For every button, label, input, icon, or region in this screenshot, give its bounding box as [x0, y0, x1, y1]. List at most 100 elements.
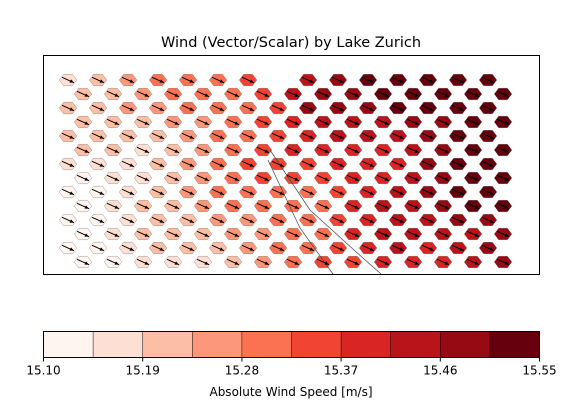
wind-arrow — [496, 202, 510, 210]
wind-arrow — [406, 202, 420, 210]
wind-arrow — [166, 118, 180, 126]
colorbar-label: Absolute Wind Speed [m/s] — [209, 385, 372, 399]
wind-arrow — [76, 230, 90, 238]
wind-arrow — [241, 244, 255, 252]
colorbar-tick-label: 15.28 — [225, 364, 259, 378]
wind-arrow — [436, 174, 450, 182]
wind-arrow — [301, 160, 315, 168]
wind-arrow — [331, 188, 345, 196]
wind-arrow — [451, 104, 465, 112]
colorbar-tick-label: 15.46 — [423, 364, 457, 378]
colorbar-segment — [93, 331, 144, 358]
wind-arrow — [136, 118, 150, 126]
wind-arrow — [211, 188, 225, 196]
wind-arrow — [211, 104, 225, 112]
colorbar-tick-label: 15.37 — [324, 364, 358, 378]
wind-arrow — [226, 146, 240, 154]
wind-arrow — [286, 146, 300, 154]
wind-arrow — [436, 90, 450, 98]
wind-arrow — [226, 90, 240, 98]
wind-arrow — [151, 188, 165, 196]
wind-arrow — [121, 76, 135, 84]
wind-arrow — [331, 160, 345, 168]
wind-arrow — [271, 216, 285, 224]
wind-arrow — [136, 202, 150, 210]
wind-arrow — [91, 160, 105, 168]
colorbar-segment — [43, 331, 94, 358]
wind-arrow — [346, 258, 360, 266]
wind-arrow — [196, 202, 210, 210]
wind-arrow — [136, 90, 150, 98]
wind-arrow — [256, 258, 270, 266]
wind-arrow — [136, 146, 150, 154]
wind-arrow — [406, 258, 420, 266]
wind-arrow — [106, 202, 120, 210]
colorbar-segment — [241, 331, 292, 358]
wind-arrow — [391, 160, 405, 168]
wind-arrow — [361, 160, 375, 168]
wind-arrow — [376, 118, 390, 126]
wind-arrow — [466, 174, 480, 182]
wind-arrow — [91, 188, 105, 196]
wind-arrow — [316, 230, 330, 238]
wind-arrow — [166, 174, 180, 182]
wind-arrow — [376, 90, 390, 98]
wind-arrow — [61, 244, 75, 252]
wind-arrow — [211, 244, 225, 252]
wind-arrow — [136, 230, 150, 238]
wind-arrow — [91, 244, 105, 252]
wind-arrow — [76, 174, 90, 182]
wind-arrow — [496, 118, 510, 126]
wind-arrow — [346, 90, 360, 98]
wind-arrow — [181, 216, 195, 224]
wind-arrow — [61, 104, 75, 112]
colorbar-tick-label: 15.10 — [26, 364, 60, 378]
wind-arrow — [301, 244, 315, 252]
wind-arrow — [376, 174, 390, 182]
wind-arrow — [331, 216, 345, 224]
wind-arrow — [196, 90, 210, 98]
wind-arrow — [226, 118, 240, 126]
wind-arrow — [406, 174, 420, 182]
wind-arrow — [361, 76, 375, 84]
wind-arrow — [196, 118, 210, 126]
wind-arrow — [406, 90, 420, 98]
wind-arrow — [436, 258, 450, 266]
wind-arrow — [226, 258, 240, 266]
wind-arrow — [346, 146, 360, 154]
wind-arrow — [406, 118, 420, 126]
wind-arrow — [151, 160, 165, 168]
wind-arrow — [286, 230, 300, 238]
wind-arrow — [361, 188, 375, 196]
wind-arrow — [151, 76, 165, 84]
wind-arrow — [421, 76, 435, 84]
wind-arrow — [121, 188, 135, 196]
wind-arrow — [451, 132, 465, 140]
wind-arrow — [391, 76, 405, 84]
wind-arrow — [451, 244, 465, 252]
wind-arrow — [121, 104, 135, 112]
wind-arrow — [166, 90, 180, 98]
wind-arrow — [316, 258, 330, 266]
wind-arrow — [121, 132, 135, 140]
plot-frame — [43, 55, 540, 275]
wind-arrow — [331, 104, 345, 112]
lake-outline — [269, 149, 382, 275]
wind-arrow — [466, 230, 480, 238]
wind-arrow — [286, 118, 300, 126]
wind-arrow — [421, 188, 435, 196]
colorbar-segment — [192, 331, 243, 358]
wind-arrow — [256, 146, 270, 154]
wind-arrow — [481, 188, 495, 196]
wind-arrow — [346, 230, 360, 238]
wind-arrow — [181, 188, 195, 196]
wind-arrow — [391, 132, 405, 140]
wind-arrow — [436, 146, 450, 154]
wind-arrow — [496, 174, 510, 182]
wind-arrow — [466, 118, 480, 126]
wind-arrow — [301, 132, 315, 140]
wind-arrow — [211, 76, 225, 84]
wind-arrow — [421, 216, 435, 224]
wind-arrow — [106, 258, 120, 266]
wind-arrow — [301, 104, 315, 112]
